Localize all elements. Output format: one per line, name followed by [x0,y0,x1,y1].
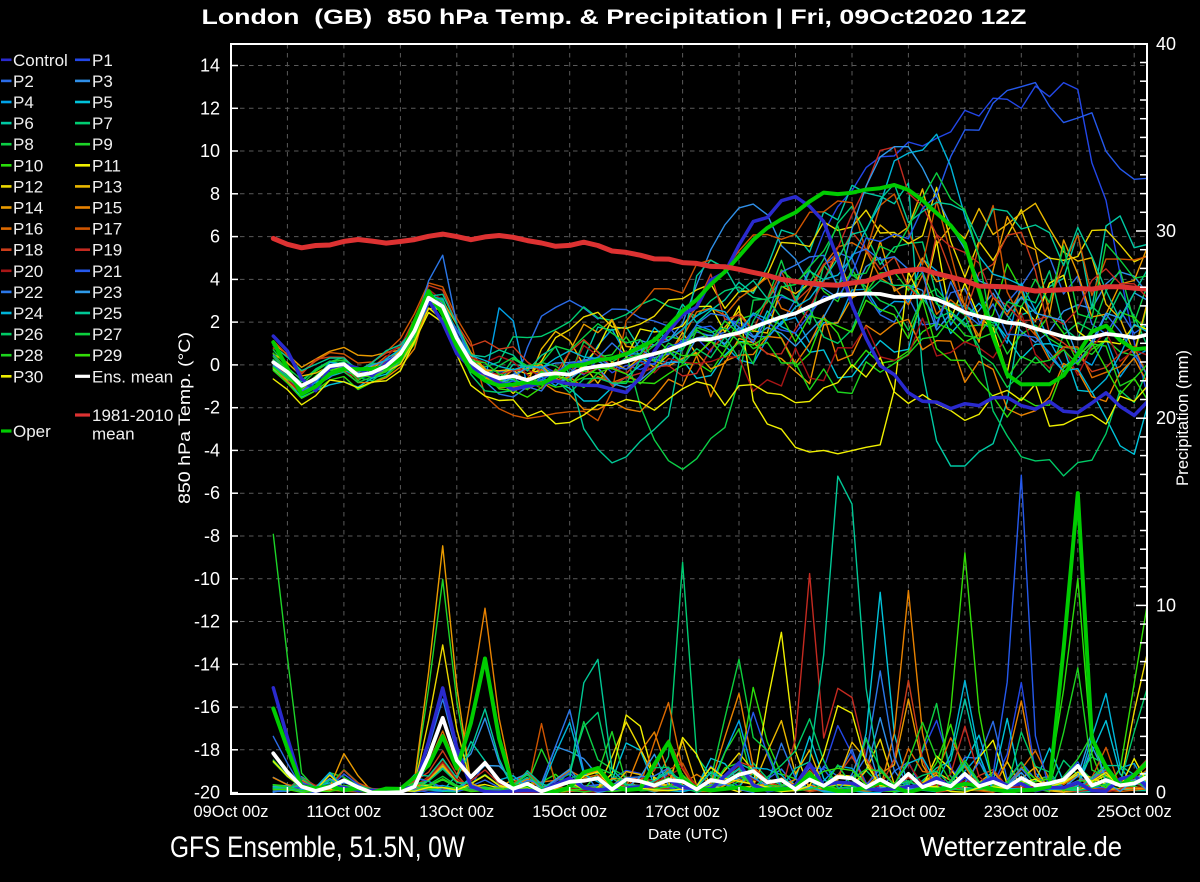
svg-text:P22: P22 [13,283,43,302]
svg-text:P2: P2 [13,72,34,91]
svg-text:P30: P30 [13,367,43,386]
svg-text:GFS Ensemble, 51.5N, 0W: GFS Ensemble, 51.5N, 0W [170,831,466,864]
svg-text:09Oct 00z: 09Oct 00z [194,802,269,821]
svg-text:-16: -16 [194,697,220,717]
svg-text:P8: P8 [13,135,34,154]
svg-text:P3: P3 [92,72,113,91]
svg-text:P5: P5 [92,93,113,112]
svg-text:P1: P1 [92,51,113,70]
svg-text:P19: P19 [92,241,122,260]
svg-text:P6: P6 [13,114,34,133]
svg-text:23Oct 00z: 23Oct 00z [984,802,1059,821]
svg-text:P20: P20 [13,262,43,281]
svg-text:Wetterzentrale.de: Wetterzentrale.de [920,831,1122,862]
svg-text:-14: -14 [194,654,220,674]
svg-text:Oper: Oper [13,422,51,441]
svg-text:P21: P21 [92,262,122,281]
svg-text:P17: P17 [92,220,122,239]
svg-text:1981-2010: 1981-2010 [92,406,173,425]
svg-text:P11: P11 [92,156,121,175]
svg-text:-4: -4 [204,440,220,460]
svg-text:P28: P28 [13,346,43,365]
svg-text:8: 8 [210,184,220,204]
svg-text:6: 6 [210,227,220,247]
svg-text:P15: P15 [92,199,122,218]
svg-text:21Oct 00z: 21Oct 00z [871,802,946,821]
svg-text:25Oct 00z: 25Oct 00z [1097,802,1172,821]
svg-text:10: 10 [1156,595,1176,615]
svg-text:P12: P12 [13,177,43,196]
svg-text:P27: P27 [92,325,122,344]
svg-text:P10: P10 [13,156,43,175]
svg-text:P13: P13 [92,177,122,196]
svg-text:P25: P25 [92,304,122,323]
svg-text:2: 2 [210,312,220,332]
svg-text:P23: P23 [92,283,122,302]
svg-text:mean: mean [92,425,135,444]
svg-text:Ens. mean: Ens. mean [92,367,173,386]
svg-text:4: 4 [210,269,220,289]
svg-text:Precipitation (mm): Precipitation (mm) [1173,350,1192,486]
svg-text:P7: P7 [92,114,113,133]
svg-text:11Oct 00z: 11Oct 00z [306,802,381,821]
svg-text:London (GB) 850 hPa Temp. &: London (GB) 850 hPa Temp. & Precipitatio… [202,5,1027,29]
svg-text:P26: P26 [13,325,43,344]
svg-text:P4: P4 [13,93,34,112]
svg-text:P9: P9 [92,135,113,154]
svg-text:0: 0 [210,355,220,375]
svg-text:-6: -6 [204,483,220,503]
svg-text:-8: -8 [204,526,220,546]
svg-text:30: 30 [1156,221,1176,241]
svg-text:10: 10 [200,141,220,161]
svg-text:Control: Control [13,51,68,70]
svg-text:P24: P24 [13,304,43,323]
svg-text:P16: P16 [13,220,43,239]
svg-text:-20: -20 [194,783,220,803]
svg-text:850 hPa Temp. (°C): 850 hPa Temp. (°C) [175,332,194,504]
svg-text:13Oct 00z: 13Oct 00z [419,802,494,821]
svg-text:P29: P29 [92,346,122,365]
svg-text:20: 20 [1156,408,1176,428]
svg-text:-10: -10 [194,569,220,589]
svg-text:19Oct 00z: 19Oct 00z [758,802,833,821]
svg-text:0: 0 [1156,783,1166,803]
svg-text:-2: -2 [204,398,220,418]
svg-text:40: 40 [1156,34,1176,54]
svg-text:14: 14 [200,56,220,76]
svg-text:17Oct 00z: 17Oct 00z [645,802,720,821]
svg-text:P18: P18 [13,241,43,260]
svg-text:12: 12 [200,98,220,118]
svg-text:-12: -12 [194,612,220,632]
svg-text:15Oct 00z: 15Oct 00z [532,802,607,821]
svg-text:Date (UTC): Date (UTC) [648,826,728,843]
svg-text:-18: -18 [194,740,220,760]
svg-text:P14: P14 [13,199,43,218]
